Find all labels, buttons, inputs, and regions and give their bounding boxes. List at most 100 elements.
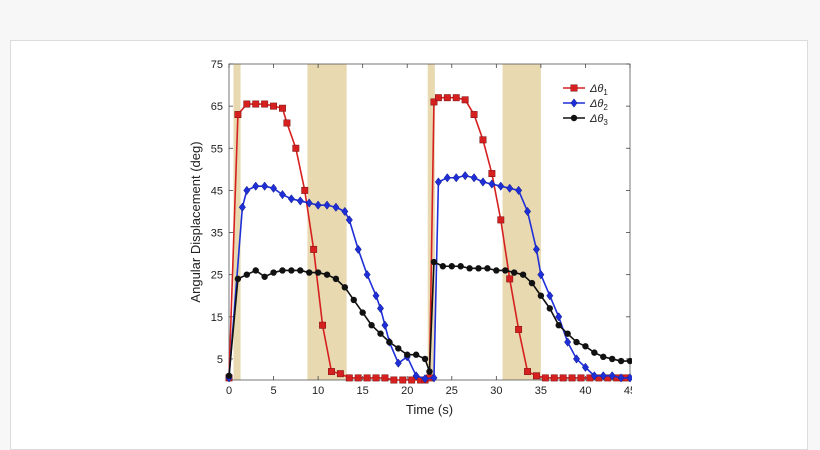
legend-marker-2: [570, 98, 578, 108]
series-3-point: [591, 349, 598, 356]
series-1-point: [310, 245, 318, 253]
series-2-point: [394, 358, 402, 368]
series-3-point: [564, 330, 571, 337]
series-3-point: [395, 345, 402, 352]
series-3-point: [502, 267, 509, 274]
series-3-point: [457, 263, 464, 270]
series-2-point: [488, 179, 496, 189]
series-2-point: [278, 190, 286, 200]
series-3-point: [261, 273, 268, 280]
series-2-point: [564, 337, 572, 347]
series-2-point: [341, 206, 349, 217]
series-3-point: [555, 322, 562, 329]
series-3-point: [234, 275, 242, 283]
series-2-point: [608, 371, 616, 381]
series-2-point: [421, 374, 429, 384]
series-2-point: [555, 312, 563, 322]
series-2-point: [372, 291, 380, 301]
y-tick-label: 35: [211, 228, 223, 240]
series-1-point: [479, 136, 487, 144]
series-1-point: [532, 372, 540, 380]
chart-figure: 0 5 10 15 20 25 30 35 40 45 5 15 25 35 45 55 65 75 Time (s…: [188, 58, 636, 420]
series-2-point: [434, 177, 442, 187]
series-1-point: [243, 100, 251, 108]
series-2-point: [479, 177, 487, 187]
series-3-point: [466, 265, 473, 272]
series-2-point: [452, 173, 460, 183]
series-1-point: [430, 98, 438, 106]
series-1-point: [363, 374, 371, 382]
series-3-point: [350, 296, 357, 304]
shaded-interval-2: [307, 64, 347, 380]
series-3-point: [537, 292, 545, 299]
series-1-point: [234, 111, 242, 119]
series-3-point: [386, 338, 393, 346]
series-3-point: [306, 269, 313, 276]
series-2-point: [287, 194, 295, 204]
series-1-point: [470, 111, 478, 119]
series-1-point: [497, 216, 505, 224]
series-1-point: [452, 94, 460, 102]
series-2-point: [497, 181, 505, 191]
series-2-point: [430, 373, 438, 383]
series-2-point: [443, 173, 451, 183]
series-3-point: [528, 279, 536, 287]
series-3-point: [600, 353, 607, 361]
series-1-point: [443, 94, 451, 102]
series-3-point: [439, 263, 447, 270]
series-3-point: [270, 269, 277, 276]
series-2-point: [252, 181, 260, 191]
series-1-point: [506, 275, 514, 283]
series-3-point: [430, 258, 438, 266]
series-3-point: [359, 309, 366, 316]
series-3-point: [225, 372, 233, 379]
series-1-point: [434, 94, 442, 102]
series-1-point: [461, 96, 469, 104]
y-tick-label: 55: [211, 143, 223, 155]
series-1-point: [328, 368, 335, 376]
legend-label-2: Δθ2: [589, 98, 608, 112]
series-3-point: [582, 343, 589, 350]
series-3-point: [475, 265, 482, 272]
series-3-point: [404, 351, 411, 358]
series-3-point: [341, 284, 349, 291]
series-3-point: [323, 271, 331, 278]
series-1-point: [279, 104, 286, 112]
series-2-point: [296, 196, 304, 206]
series-3-point: [252, 267, 259, 274]
series-1-point: [488, 170, 496, 177]
x-tick-label: 15: [357, 385, 369, 397]
series-3-point: [288, 267, 295, 274]
x-tick-label: 5: [270, 385, 276, 397]
series-2-point: [305, 198, 313, 208]
series-1-point: [577, 374, 585, 382]
series-1-point: [541, 374, 549, 382]
series-2-point: [506, 183, 514, 193]
x-tick-label: 45: [624, 385, 632, 397]
x-tick-label: 30: [490, 385, 502, 397]
y-tick-label: 75: [211, 59, 223, 71]
series-2-point: [412, 371, 420, 381]
series-1-point: [408, 376, 416, 384]
series-3-point: [519, 271, 527, 278]
series-2-point: [381, 320, 389, 330]
series-2-point: [243, 185, 251, 196]
x-axis-label: Time (s): [406, 402, 453, 417]
series-2-point: [532, 244, 540, 254]
legend-marker-3: [570, 114, 578, 122]
y-tick-label: 15: [211, 312, 223, 324]
series-2-point: [599, 371, 607, 381]
series-1-point: [381, 374, 389, 382]
x-tick-label: 10: [312, 385, 324, 397]
series-2-point: [363, 270, 371, 280]
series-1-point: [372, 374, 380, 382]
series-3-point: [617, 357, 625, 365]
series-1-point: [559, 374, 567, 382]
y-axis-label: Angular Displacement (deg): [188, 141, 203, 302]
series-2-point: [345, 215, 353, 225]
series-2-point: [590, 371, 598, 381]
series-1-point: [261, 100, 269, 108]
series-3-point: [510, 269, 518, 276]
y-tick-label: 25: [211, 270, 223, 282]
x-tick-label: 40: [579, 385, 591, 397]
